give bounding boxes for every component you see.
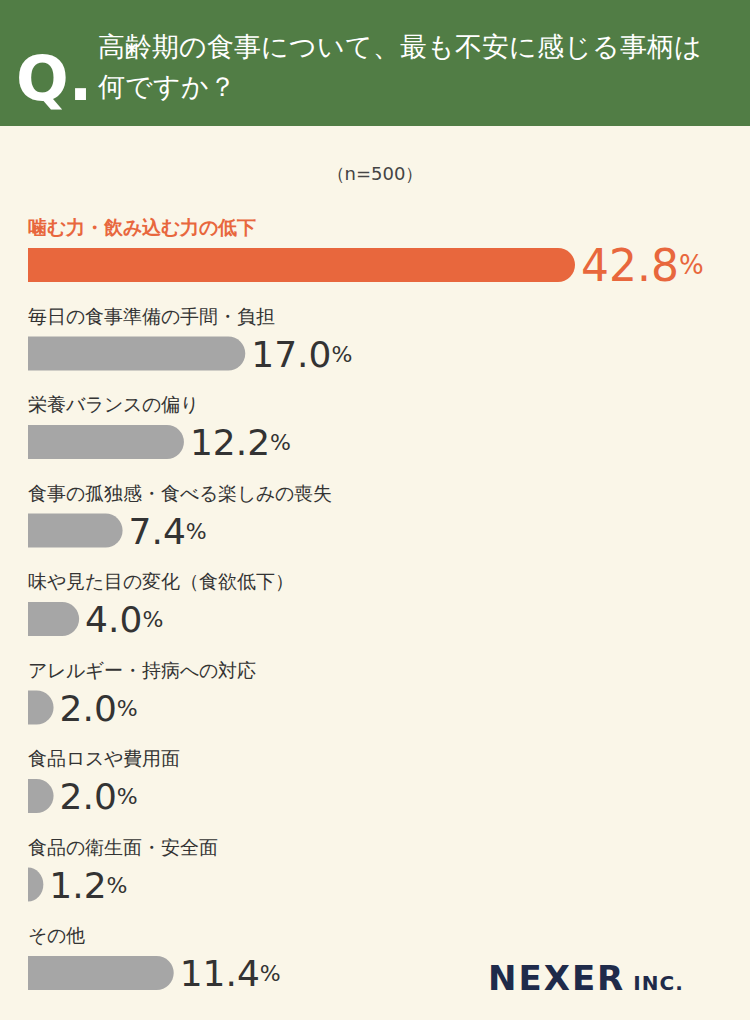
data-label-unit: % [260,961,281,986]
data-label: 42.8% [581,240,704,291]
data-label-unit: % [142,607,163,632]
data-label-number: 12.2 [190,422,270,463]
category-label: 食品の衛生面・安全面 [28,836,218,858]
bar [28,691,54,725]
data-label-number: 11.4 [180,953,260,994]
logo: NEXER INC. [488,958,684,998]
data-label: 4.0% [85,599,163,640]
data-label-number: 17.0 [251,333,331,374]
category-label: アレルギー・持病への対応 [28,659,256,681]
data-label-unit: % [117,784,138,809]
data-label-unit: % [679,250,704,280]
data-label-unit: % [107,872,128,897]
data-label: 7.4% [129,510,207,551]
data-label-unit: % [270,430,291,455]
data-label: 17.0% [251,333,352,374]
title: 高齢期の食事について、最も不安に感じる事柄は何ですか？ [98,31,702,102]
question-mark: Q. [16,42,92,115]
title-line: 高齢期の食事について、最も不安に感じる事柄は [98,31,702,62]
category-label: 食品ロスや費用面 [28,747,180,769]
bar [28,779,54,813]
title-line: 何ですか？ [98,71,236,102]
category-label: 噛む力・飲み込む力の低下 [28,216,256,238]
data-label-number: 42.8 [581,240,679,291]
bars [28,248,575,990]
bar [28,514,123,548]
data-label: 12.2% [190,422,291,463]
subtitle: （n=500） [327,163,424,184]
data-label: 1.2% [49,864,127,905]
logo-word: NEXER [488,958,625,998]
data-label-unit: % [117,695,138,720]
logo-word: INC. [625,971,683,995]
data-label: 11.4% [180,953,281,994]
data-labels: 42.8%17.0%12.2%7.4%4.0%2.0%2.0%1.2%11.4% [49,240,703,994]
data-label-number: 4.0 [85,599,142,640]
data-label: 2.0% [60,776,138,817]
category-label: 味や見た目の変化（食欲低下） [28,570,294,592]
background [0,0,750,1020]
bar [28,602,79,636]
category-label: 毎日の食事準備の手間・負担 [28,305,275,327]
bar [28,868,43,902]
bar [28,425,184,459]
data-label: 2.0% [60,687,138,728]
data-label-number: 2.0 [60,687,117,728]
data-label-unit: % [186,518,207,543]
chart: Q.高齢期の食事について、最も不安に感じる事柄は何ですか？ （n=500） 噛む力・… [0,0,750,1020]
bar [28,337,245,371]
data-label-number: 1.2 [49,864,106,905]
category-label: その他 [28,924,85,946]
bar [28,248,575,282]
data-label-unit: % [331,341,352,366]
header-band [0,0,750,126]
category-label: 食事の孤独感・食べる楽しみの喪失 [28,482,332,504]
data-label-number: 2.0 [60,776,117,817]
bar [28,956,174,990]
data-label-number: 7.4 [129,510,186,551]
category-labels: 噛む力・飲み込む力の低下毎日の食事準備の手間・負担栄養バランスの偏り食事の孤独感… [28,216,332,946]
category-label: 栄養バランスの偏り [28,393,199,415]
